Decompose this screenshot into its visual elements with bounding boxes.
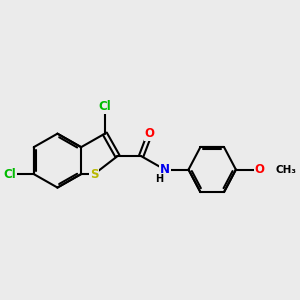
Text: CH₃: CH₃ — [275, 165, 296, 175]
Text: N: N — [160, 163, 170, 176]
Text: Cl: Cl — [4, 168, 16, 181]
Text: S: S — [90, 168, 98, 181]
Text: H: H — [155, 174, 163, 184]
Text: O: O — [255, 163, 265, 176]
Text: O: O — [145, 127, 155, 140]
Text: Cl: Cl — [98, 100, 111, 113]
